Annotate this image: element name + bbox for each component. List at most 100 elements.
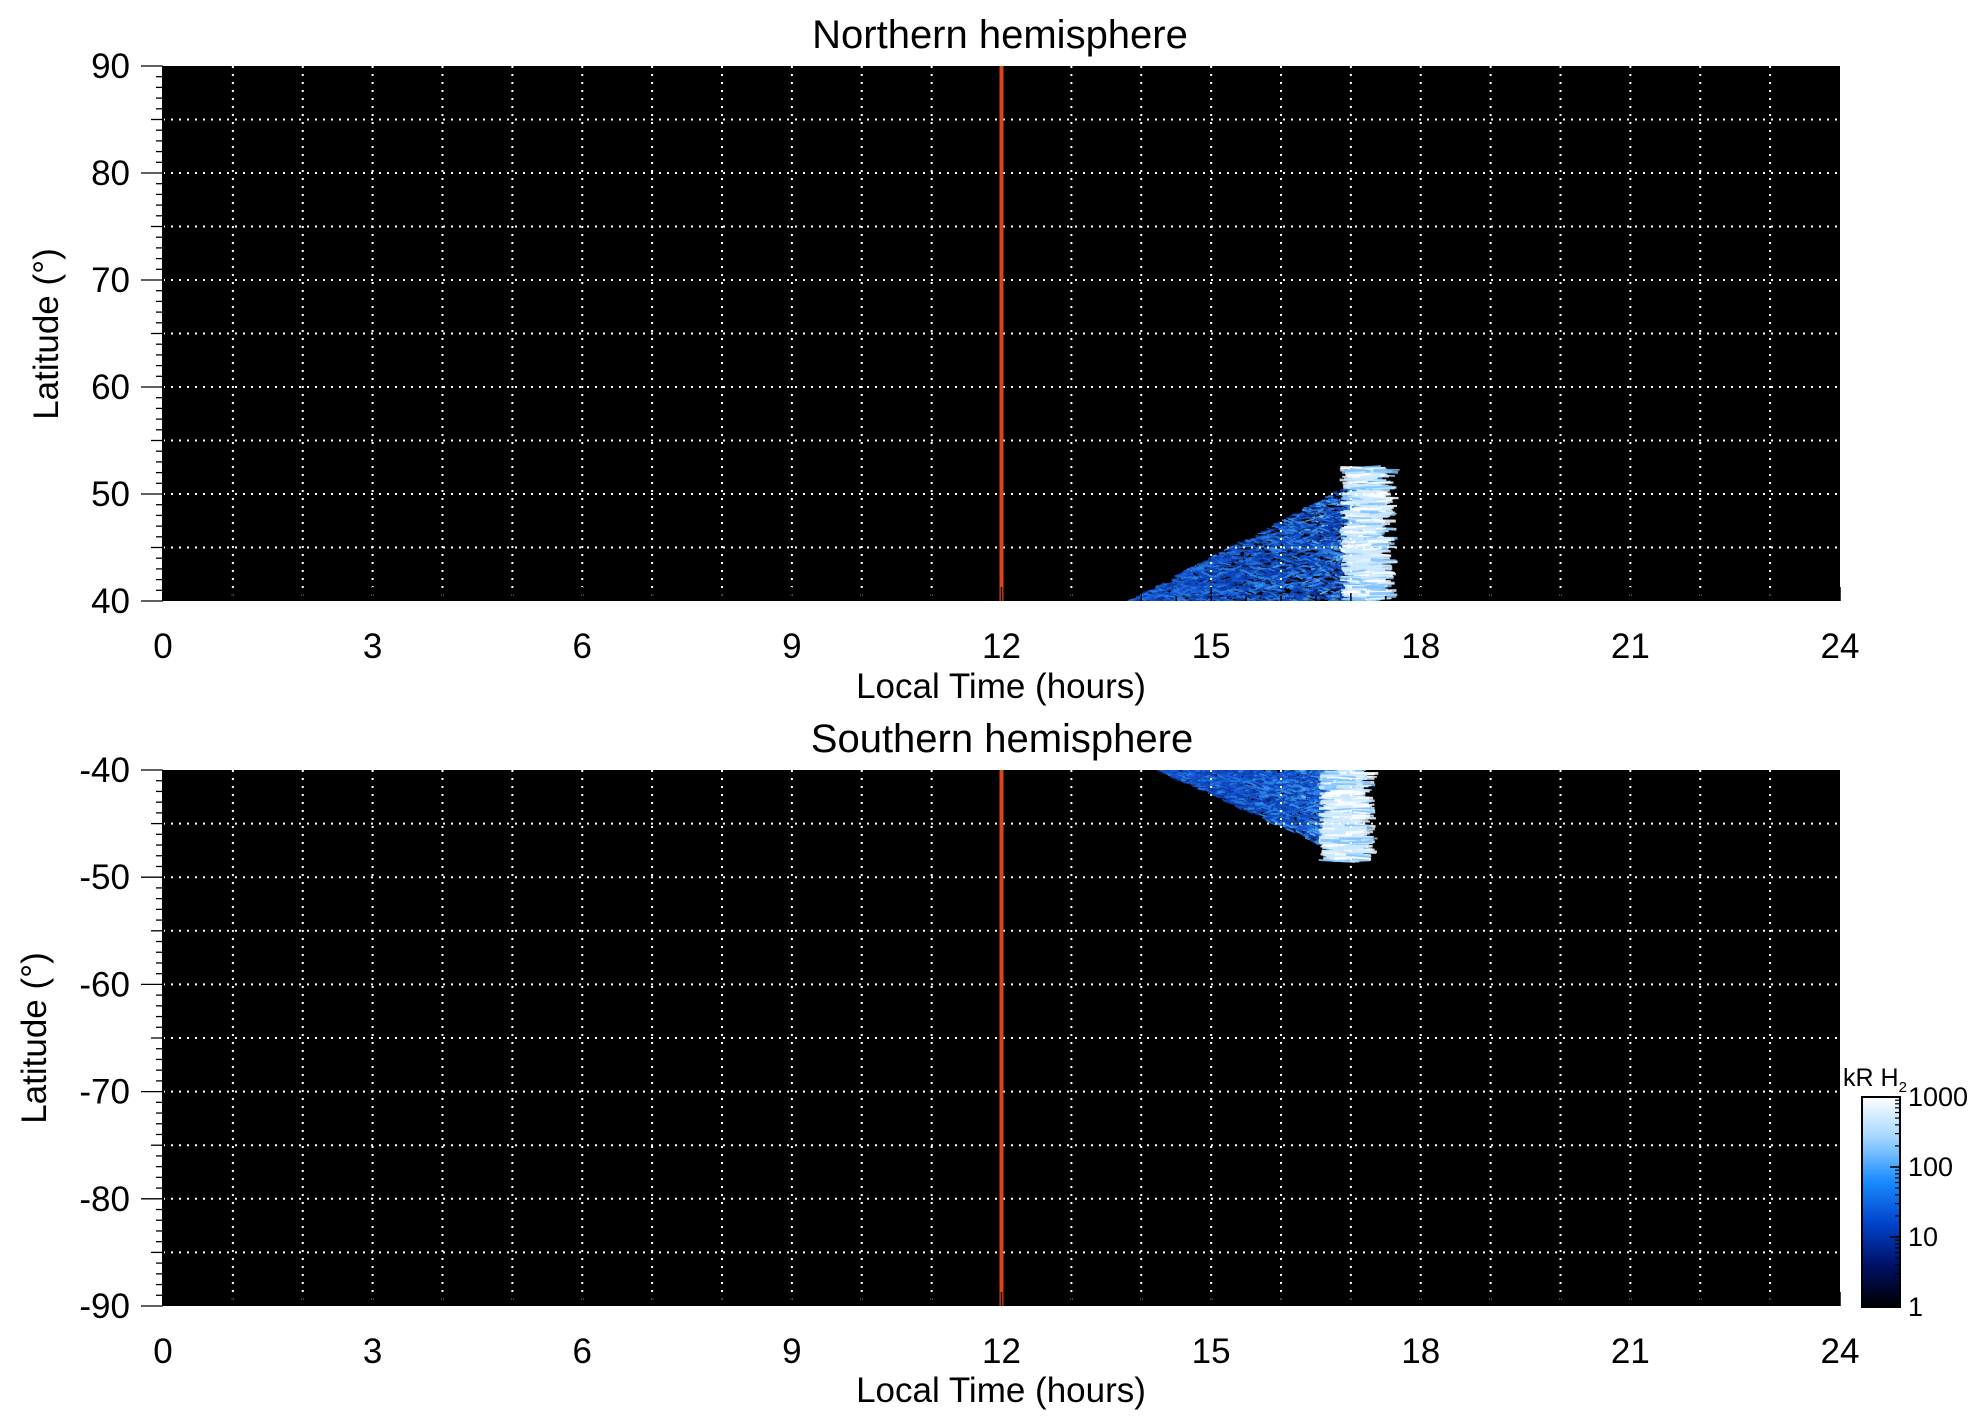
emission-streak (1307, 523, 1317, 526)
emission-streak (1286, 579, 1298, 582)
emission-streak (1266, 541, 1278, 547)
emission-streak (1247, 598, 1257, 601)
emission-streak (1313, 529, 1320, 532)
emission-streak (1275, 575, 1286, 580)
emission-streak (1298, 513, 1306, 517)
emission-streak (1304, 590, 1311, 594)
emission-streak (1323, 519, 1333, 523)
emission-streak (1315, 562, 1322, 567)
emission-streak (1324, 572, 1332, 577)
emission-streak (1226, 553, 1230, 557)
emission-streak (1311, 567, 1316, 571)
emission-streak (1327, 589, 1334, 594)
emission-streak (1340, 580, 1346, 583)
emission-streak (1323, 522, 1331, 525)
emission-streak (1289, 525, 1294, 529)
emission-streak (1171, 590, 1177, 594)
emission-streak (1244, 540, 1253, 546)
emission-streak (1259, 583, 1270, 591)
emission-streak (1190, 595, 1197, 600)
emission-streak (1270, 561, 1276, 566)
emission-streak (1192, 589, 1199, 593)
emission-streak (1257, 547, 1263, 551)
emission-streak (1267, 527, 1278, 533)
emission-streak (1263, 572, 1269, 576)
emission-streak (1276, 531, 1286, 536)
emission-streak (1332, 527, 1339, 531)
emission-streak (1290, 589, 1298, 594)
emission-bright-streak (1362, 465, 1381, 469)
emission-streak (1325, 518, 1334, 522)
emission-streak (1302, 585, 1308, 588)
emission-streak (1317, 541, 1322, 545)
emission-streak (1293, 524, 1301, 529)
y-tick-label: 80 (91, 154, 130, 193)
x-tick-label: 24 (1821, 627, 1860, 666)
emission-bright-streak (1364, 583, 1385, 589)
emission-streak (1185, 580, 1196, 584)
emission-streak (1274, 583, 1286, 590)
emission-streak (1270, 546, 1282, 552)
y-tick-label: 50 (91, 475, 130, 514)
emission-streak (1238, 559, 1244, 563)
emission-streak (1273, 522, 1282, 527)
emission-streak (1203, 590, 1210, 594)
emission-streak (1326, 499, 1331, 503)
x-tick-label: 18 (1401, 627, 1440, 666)
emission-streak (1304, 510, 1312, 516)
emission-streak (1149, 589, 1158, 593)
emission-streak (1307, 595, 1312, 599)
emission-streak (1273, 597, 1281, 601)
emission-streak (1242, 586, 1248, 589)
emission-streak (1301, 593, 1308, 598)
emission-streak (1243, 596, 1251, 601)
emission-streak (1248, 548, 1258, 554)
emission-streak (1291, 590, 1299, 595)
emission-streak (1224, 593, 1229, 597)
emission-streak (1254, 594, 1260, 598)
emission-bright-streak (1366, 595, 1387, 599)
emission-streak (1273, 569, 1281, 575)
emission-streak (1254, 596, 1263, 601)
emission-streak (1328, 510, 1337, 514)
emission-bright-streak (1371, 571, 1396, 575)
emission-streak (1210, 575, 1215, 579)
emission-streak (1279, 553, 1287, 558)
emission-streak (1333, 513, 1341, 516)
emission-streak (1252, 556, 1257, 561)
emission-streak (1181, 570, 1189, 575)
emission-streak (1288, 528, 1296, 533)
emission-streak (1309, 525, 1320, 532)
emission-streak (1226, 588, 1234, 594)
emission-streak (1327, 552, 1335, 558)
emission-streak (1178, 596, 1189, 601)
emission-streak (1308, 598, 1317, 601)
emission-streak (1155, 591, 1163, 596)
emission-bright-streak (1346, 567, 1363, 571)
emission-streak (1291, 592, 1300, 596)
emission-streak (1329, 598, 1336, 601)
emission-bright-streak (1366, 597, 1392, 601)
emission-bright-streak (1361, 547, 1383, 551)
emission-bright-streak (1371, 542, 1395, 547)
emission-streak (1199, 597, 1210, 601)
emission-streak (1226, 550, 1236, 554)
emission-streak (1292, 571, 1299, 576)
emission-streak (1341, 522, 1345, 525)
emission-streak (1282, 530, 1295, 535)
emission-streak (1287, 593, 1293, 597)
emission-streak (1315, 569, 1322, 574)
emission-streak (1310, 504, 1319, 509)
emission-bright-streak (1366, 585, 1384, 590)
emission-streak (1196, 564, 1206, 569)
emission-streak (1226, 582, 1234, 586)
emission-streak (1310, 534, 1315, 537)
emission-streak (1328, 584, 1333, 588)
emission-streak (1268, 552, 1275, 556)
panel-southern: Southern hemisphere 0 3 6 9 12 15 18 21 24 -40-5… (15, 717, 1859, 1410)
emission-streak (1234, 578, 1245, 584)
emission-streak (1228, 592, 1239, 599)
emission-streak (1332, 590, 1339, 595)
emission-streak (1291, 519, 1302, 525)
emission-streak (1247, 586, 1252, 590)
